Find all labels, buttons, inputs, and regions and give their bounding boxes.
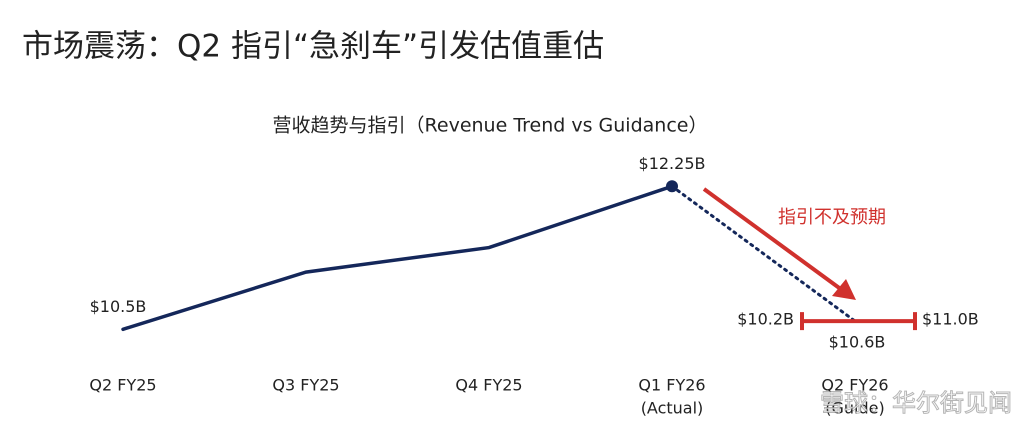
annotation-arrow xyxy=(702,187,844,292)
x-tick-note: (Actual) xyxy=(641,399,704,418)
series-line xyxy=(670,184,857,323)
point-marker xyxy=(666,180,678,193)
annotation-text: 指引不及预期 xyxy=(778,207,886,228)
watermark: 雪球：华尔街见闻 xyxy=(820,389,1012,417)
data-label: $12.25B xyxy=(639,154,706,173)
series-line xyxy=(121,184,674,332)
range-high-label: $11.0B xyxy=(922,310,979,329)
x-tick-label: Q3 FY25 xyxy=(272,376,339,395)
chart-title: 市场震荡：Q2 指引“急刹车”引发估值重估 xyxy=(22,29,604,65)
annotation-arrowhead xyxy=(832,279,856,300)
x-tick-label: Q4 FY25 xyxy=(455,376,522,395)
x-tick-label: Q2 FY26 xyxy=(821,376,888,395)
chart-subtitle: 营收趋势与指引（Revenue Trend vs Guidance） xyxy=(273,115,708,137)
range-low-label: $10.2B xyxy=(737,310,794,329)
data-label: $10.5B xyxy=(90,297,147,316)
data-label: $10.6B xyxy=(829,333,886,352)
x-tick-label: Q1 FY26 xyxy=(638,376,705,395)
x-tick-note: (Guide) xyxy=(825,399,884,418)
x-tick-label: Q2 FY25 xyxy=(89,376,156,395)
